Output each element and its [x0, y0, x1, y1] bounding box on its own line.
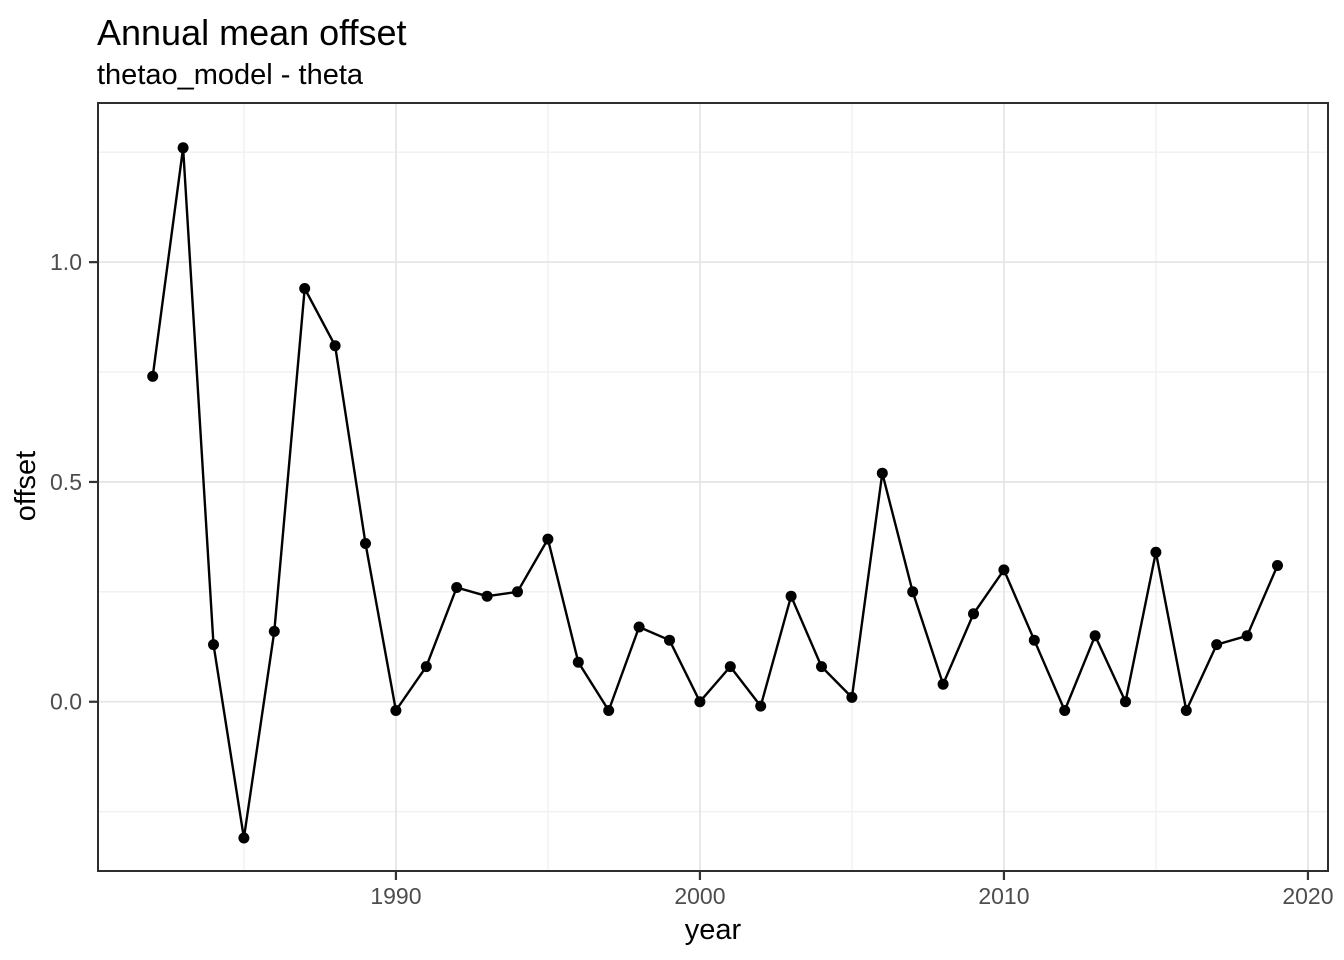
data-point [1059, 705, 1071, 716]
data-point [147, 370, 159, 382]
data-point [572, 656, 584, 668]
data-point [1180, 705, 1192, 716]
panel-border [97, 102, 1329, 872]
data-point [664, 634, 675, 646]
data-point [755, 700, 767, 712]
data-point [816, 661, 827, 673]
data-point [1241, 630, 1253, 642]
data-point [512, 586, 523, 598]
data-point [481, 590, 493, 602]
data-point [937, 678, 949, 690]
data-point [1150, 546, 1162, 558]
data-point [390, 705, 402, 716]
data-point [208, 639, 219, 651]
data-point [694, 696, 706, 708]
data-point [846, 691, 858, 703]
data-point [907, 586, 919, 598]
chart-subtitle: thetao_model - theta [97, 59, 364, 91]
data-point [998, 564, 1010, 576]
y-tick-label: 1.0 [50, 249, 82, 275]
data-point [876, 467, 888, 479]
y-axis-title: offset [10, 450, 42, 522]
data-point [451, 582, 463, 593]
data-point [633, 621, 645, 633]
panel-background [98, 103, 1328, 871]
data-point [177, 142, 189, 154]
data-point [238, 832, 250, 844]
data-point [360, 538, 371, 549]
data-line [151, 146, 1279, 840]
data-point [1089, 630, 1101, 642]
data-point [1120, 696, 1131, 708]
y-tick-label: 0.0 [50, 689, 82, 715]
data-point [1028, 634, 1040, 646]
data-point [420, 661, 432, 673]
data-point [1211, 639, 1223, 651]
x-axis-title: year [684, 914, 742, 946]
data-point [299, 283, 311, 294]
data-point [268, 625, 280, 637]
chart-title: Annual mean offset [97, 12, 407, 53]
data-point [542, 533, 554, 545]
y-tick-label: 0.5 [50, 469, 82, 495]
x-tick-label: 2000 [674, 883, 725, 909]
data-point [1272, 560, 1283, 571]
data-point [603, 705, 615, 716]
x-tick-label: 2010 [978, 883, 1029, 909]
data-point [329, 340, 341, 352]
x-tick-label: 1990 [370, 883, 421, 909]
data-point [785, 590, 797, 602]
data-point [724, 661, 736, 673]
x-tick-label: 2020 [1282, 883, 1333, 909]
data-point [968, 608, 979, 620]
